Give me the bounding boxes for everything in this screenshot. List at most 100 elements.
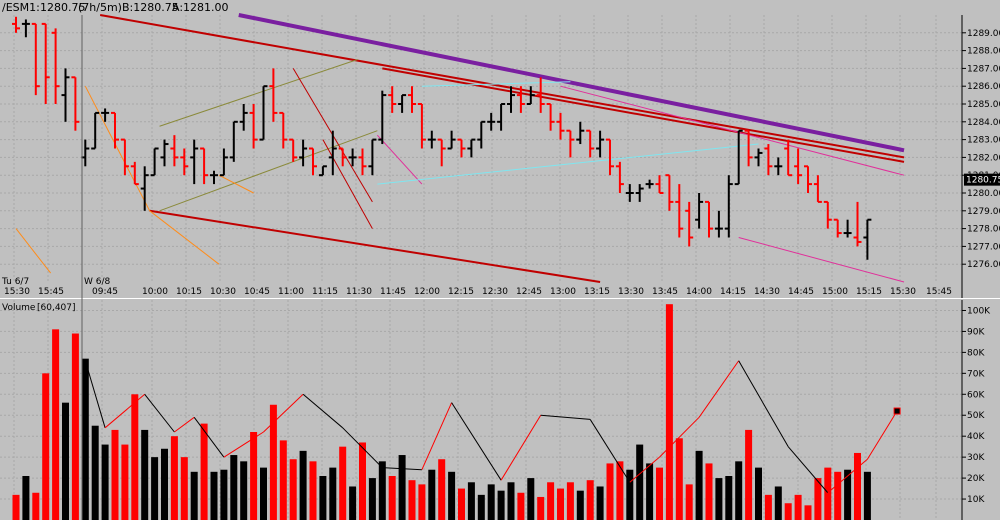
volume-ma-segment bbox=[104, 393, 146, 429]
volume-bar bbox=[764, 494, 772, 520]
volume-bar bbox=[190, 471, 198, 520]
volume-bar bbox=[715, 478, 723, 520]
volume-bar bbox=[210, 471, 218, 520]
ohlc-bar bbox=[61, 68, 70, 122]
time-tick-label: 15:30 bbox=[4, 287, 30, 297]
volume-tick-label: 40K bbox=[967, 432, 985, 442]
time-tick-label: 14:00 bbox=[686, 287, 712, 297]
ohlc-bar bbox=[843, 219, 852, 238]
volume-bar bbox=[656, 467, 663, 520]
ohlc-bar bbox=[318, 165, 327, 177]
trendline bbox=[377, 143, 759, 185]
header-bid: B:1280.75 bbox=[122, 1, 179, 14]
session-label: Tu 6/7 bbox=[1, 277, 29, 287]
ohlc-bar bbox=[467, 138, 476, 158]
price-tick-label: 1286.00 bbox=[967, 82, 1000, 92]
volume-ma-segment bbox=[421, 402, 453, 470]
last-price-box bbox=[964, 173, 1000, 186]
volume-tick-label: 80K bbox=[967, 348, 985, 358]
volume-ma-marker bbox=[893, 407, 901, 415]
trendline bbox=[382, 67, 905, 163]
volume-bar bbox=[141, 429, 149, 520]
volume-ma-segment bbox=[589, 419, 631, 483]
volume-bar bbox=[299, 450, 307, 520]
ohlc-bar bbox=[546, 103, 555, 131]
volume-bar bbox=[62, 402, 69, 520]
price-tick-label: 1288.00 bbox=[967, 47, 1000, 57]
volume-ma-segment bbox=[84, 360, 106, 428]
ohlc-bar bbox=[150, 147, 159, 177]
ohlc-bar bbox=[764, 144, 773, 176]
ohlc-bar bbox=[378, 90, 387, 145]
ohlc-bar bbox=[734, 129, 743, 186]
volume-ma-segment bbox=[738, 360, 789, 447]
price-tick-label: 1276.00 bbox=[967, 260, 1000, 270]
volume-bar bbox=[675, 438, 683, 520]
volume-tick-label: 50K bbox=[967, 411, 985, 421]
volume-ma-segment bbox=[174, 416, 195, 433]
ohlc-bar bbox=[724, 175, 733, 238]
time-tick-label: 11:30 bbox=[346, 287, 372, 297]
session-label: W 6/8 bbox=[84, 277, 111, 287]
price-tick-label: 1285.00 bbox=[967, 100, 1000, 110]
ohlc-bar bbox=[200, 147, 209, 185]
ohlc-bar bbox=[665, 174, 674, 211]
volume-ma-segment bbox=[787, 446, 829, 494]
ohlc-bar bbox=[269, 68, 278, 122]
ohlc-bar bbox=[140, 166, 149, 211]
ohlc-bar bbox=[536, 77, 545, 113]
volume-bar bbox=[745, 429, 753, 520]
volume-bar bbox=[91, 425, 99, 520]
volume-bar bbox=[408, 480, 416, 520]
volume-bar bbox=[646, 463, 654, 520]
ohlc-bar bbox=[299, 139, 308, 167]
ohlc-bar bbox=[705, 200, 713, 238]
volume-bar bbox=[606, 463, 614, 520]
time-tick-label: 11:15 bbox=[312, 287, 338, 297]
ohlc-bar bbox=[685, 201, 694, 247]
volume-bar bbox=[71, 333, 79, 520]
ohlc-bar bbox=[784, 139, 793, 177]
volume-bar bbox=[329, 467, 337, 520]
volume-bar bbox=[586, 480, 594, 520]
price-grid bbox=[0, 15, 962, 282]
volume-bar bbox=[784, 503, 792, 520]
ohlc-bar bbox=[249, 104, 258, 149]
ohlc-bar bbox=[328, 130, 337, 176]
price-tick-label: 1278.00 bbox=[967, 225, 1000, 235]
volume-bar bbox=[32, 492, 40, 520]
ohlc-bar bbox=[625, 184, 634, 202]
volume-bar bbox=[794, 494, 802, 520]
trendline bbox=[149, 210, 220, 265]
ohlc-bar bbox=[219, 148, 228, 177]
volume-bar bbox=[81, 358, 89, 520]
volume-tick-label: 10K bbox=[967, 495, 985, 505]
volume-panel[interactable]: 10K 20K 30K 40K 50K 60K 70K 80K 90K 100K bbox=[0, 300, 991, 520]
volume-bar bbox=[180, 457, 188, 520]
ohlc-bar bbox=[160, 139, 169, 167]
time-tick-label: 15:00 bbox=[822, 287, 848, 297]
volume-bar bbox=[616, 461, 624, 520]
volume-bar bbox=[774, 486, 782, 520]
price-panel[interactable]: 1276.001277.001278.001279.001280.001281.… bbox=[0, 13, 1000, 298]
volume-ma-segment bbox=[382, 467, 422, 471]
price-tick-label: 1283.00 bbox=[967, 136, 1000, 146]
ohlc-bar bbox=[120, 138, 129, 176]
volume-bar bbox=[487, 484, 495, 520]
ohlc-bar bbox=[180, 148, 189, 176]
ohlc-bar bbox=[516, 86, 525, 113]
ohlc-bars bbox=[12, 16, 872, 260]
ohlc-bar bbox=[348, 148, 357, 167]
ohlc-bar bbox=[259, 85, 268, 141]
trendline bbox=[99, 14, 905, 159]
volume-ma-segment bbox=[342, 427, 383, 468]
last-price-label: 1280.75 bbox=[966, 176, 1000, 186]
time-axis: 15:30 15:45 09:45 10:00 10:15 10:30 10:45 11:00… bbox=[1, 277, 952, 297]
header-symbol: /ESM1: bbox=[2, 1, 40, 14]
ohlc-bar bbox=[447, 130, 456, 150]
volume-bar bbox=[269, 404, 277, 520]
ohlc-bar bbox=[398, 94, 407, 113]
ohlc-bar bbox=[408, 86, 416, 113]
volume-bar bbox=[507, 482, 515, 520]
time-tick-label: 13:00 bbox=[550, 287, 576, 297]
